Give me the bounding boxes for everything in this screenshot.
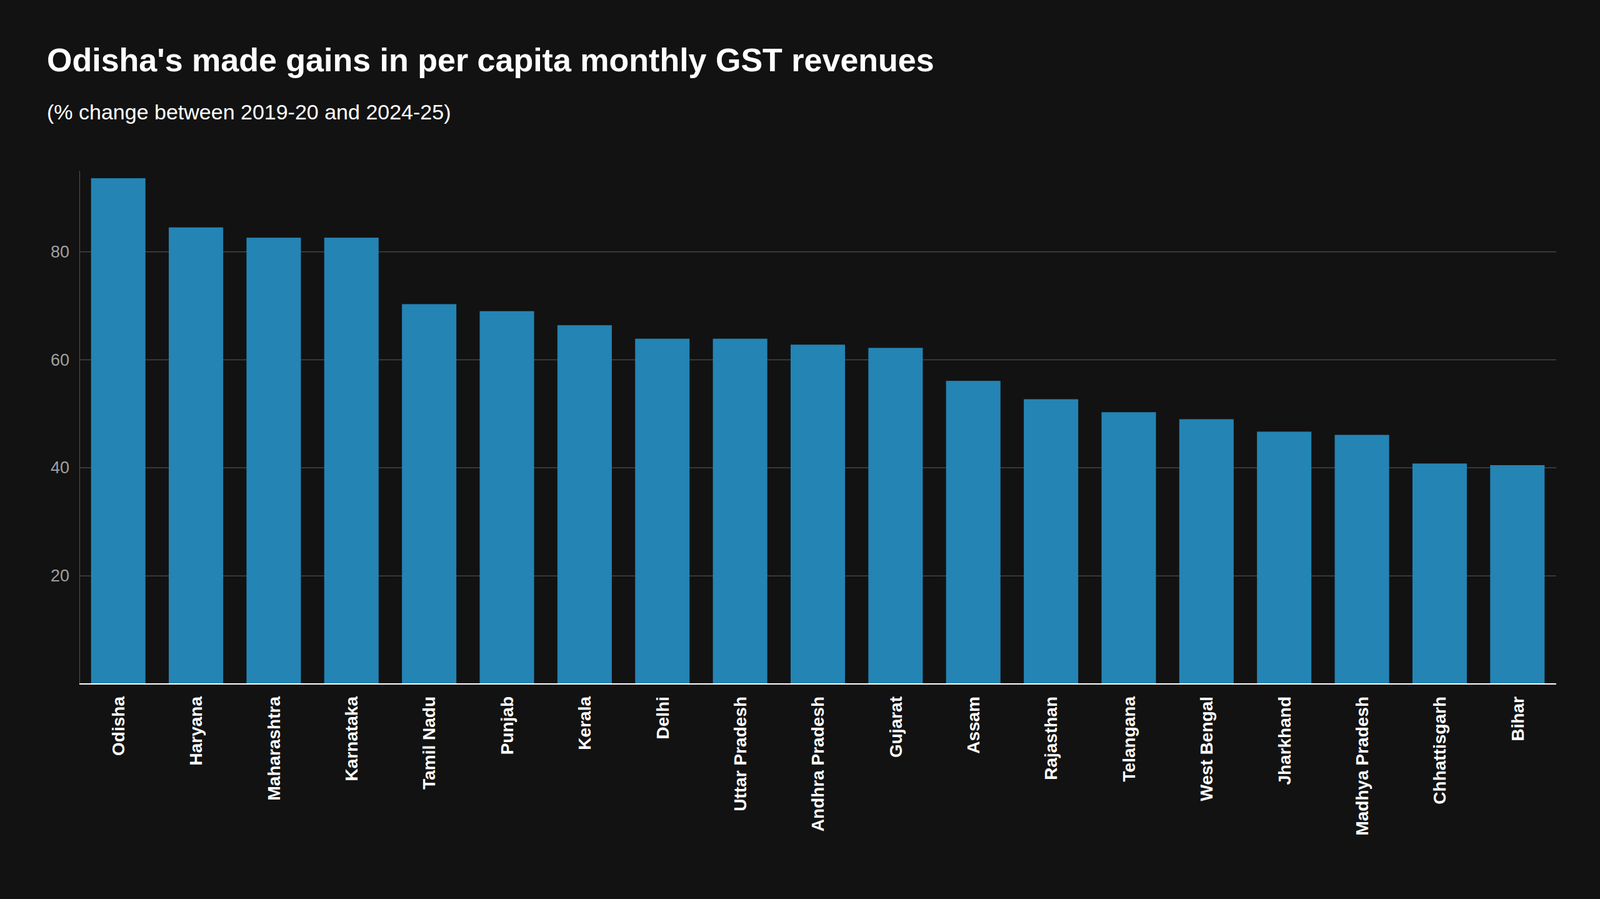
bar	[1335, 435, 1390, 684]
x-tick: Gujarat	[886, 683, 906, 758]
y-axis-line	[79, 171, 80, 685]
chart: Odisha's made gains in per capita monthl…	[0, 0, 1600, 899]
bar	[1412, 463, 1467, 684]
x-tick-label: Tamil Nadu	[419, 696, 439, 790]
x-tick: Punjab	[497, 683, 517, 755]
bar	[868, 347, 923, 684]
x-tick: Bihar	[1508, 683, 1528, 742]
x-tick-label: Gujarat	[886, 696, 906, 758]
x-axis: Odisha Haryana Maharashtra Karnataka Tamil N…	[79, 683, 1557, 836]
bar	[401, 303, 457, 684]
y-tick: 60	[50, 350, 80, 370]
bar	[324, 237, 379, 684]
bar	[479, 311, 534, 684]
bar	[1179, 419, 1234, 684]
x-tick-label: Jharkhand	[1275, 696, 1295, 785]
y-tick-label: 40	[50, 458, 70, 477]
x-tick: Uttar Pradesh	[730, 683, 750, 812]
title: Odisha's made gains in per capita monthl…	[46, 41, 935, 79]
bar	[1490, 465, 1545, 684]
x-tick: Haryana	[186, 683, 206, 766]
bars	[91, 178, 1545, 684]
x-tick: Jharkhand	[1275, 683, 1295, 785]
bar	[557, 325, 612, 684]
background	[0, 0, 1600, 899]
bar	[635, 338, 690, 684]
y-tick-label: 20	[50, 566, 70, 585]
x-tick-label: Assam	[963, 696, 984, 754]
subtitle: (% change between 2019-20 and 2024-25)	[46, 100, 451, 124]
x-tick: Madhya Pradesh	[1352, 683, 1372, 836]
x-tick: Andhra Pradesh	[808, 683, 828, 832]
x-axis-line	[79, 683, 1557, 685]
x-tick-label: Madhya Pradesh	[1352, 696, 1372, 836]
x-tick-label: Punjab	[497, 696, 517, 755]
y-tick: 20	[50, 566, 80, 585]
x-tick: Karnataka	[341, 683, 362, 781]
y-tick-label: 60	[50, 350, 70, 370]
bar	[946, 380, 1001, 684]
y-axis: 20 40 60 80	[50, 171, 80, 685]
x-tick-label: Kerala	[575, 696, 595, 750]
bar	[1256, 431, 1312, 684]
x-tick: Tamil Nadu	[419, 683, 439, 790]
x-tick-label: Maharashtra	[264, 696, 284, 801]
x-tick-label: Chhattisgarh	[1430, 696, 1450, 805]
x-tick-label: Bihar	[1508, 696, 1528, 742]
bar	[91, 178, 146, 684]
y-tick: 80	[50, 242, 80, 262]
x-tick: West Bengal	[1196, 683, 1217, 802]
x-tick-label: Rajasthan	[1041, 696, 1061, 780]
x-tick-label: Karnataka	[341, 696, 362, 782]
x-tick-label: Delhi	[653, 696, 673, 739]
x-tick: Delhi	[653, 683, 673, 739]
x-tick-label: Odisha	[108, 696, 129, 756]
bar	[168, 227, 224, 684]
bar	[713, 338, 768, 684]
bar	[790, 344, 845, 684]
x-tick-label: Uttar Pradesh	[730, 696, 750, 812]
bar	[1023, 399, 1079, 684]
x-tick: Odisha	[108, 683, 129, 756]
x-tick: Rajasthan	[1041, 683, 1061, 780]
x-tick-label: West Bengal	[1196, 696, 1217, 802]
y-tick: 40	[50, 458, 80, 477]
bar	[246, 237, 301, 684]
x-tick-label: Haryana	[186, 696, 206, 766]
x-tick-label: Telangana	[1119, 696, 1139, 782]
bar	[1101, 411, 1156, 684]
x-tick-label: Andhra Pradesh	[808, 696, 828, 832]
x-tick: Chhattisgarh	[1430, 683, 1450, 805]
x-tick: Kerala	[575, 683, 595, 750]
x-tick: Assam	[963, 683, 984, 754]
x-tick: Telangana	[1119, 683, 1139, 782]
y-tick-label: 80	[50, 242, 70, 262]
x-tick: Maharashtra	[264, 683, 284, 801]
